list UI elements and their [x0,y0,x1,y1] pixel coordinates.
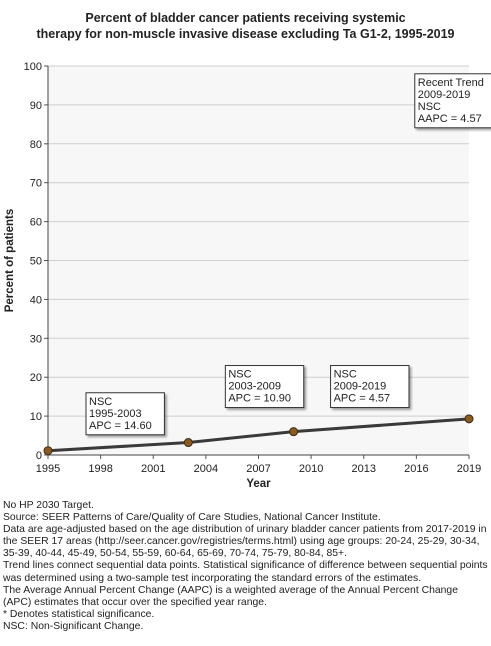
line-chart: 0 10 20 30 40 50 60 70 80 90 100 1995 1998 2001 2004 20… [4,61,491,490]
footnotes: No HP 2030 Target. Source: SEER Patterns… [3,500,489,633]
chart-title: Percent of bladder cancer patients recei… [0,10,491,42]
x-tick-label: 2010 [299,463,323,475]
annotation-text: 2003-2009 [228,381,281,393]
footnote-aapc: The Average Annual Percent Change (AAPC)… [3,584,458,608]
annotation-text: 1995-2003 [89,408,142,420]
y-tick-label: 50 [30,256,42,268]
annotation-text: AAPC = 4.57 [418,113,482,125]
y-tick-label: 30 [30,333,42,345]
footnote-age-adjustment: Data are age-adjusted based on the age d… [3,524,487,560]
y-tick-label: 60 [30,217,42,229]
annotation-text: NSC [228,369,251,381]
y-tick-label: 100 [24,61,42,73]
x-tick-label: 1998 [88,463,112,475]
data-point [43,446,53,456]
annotation-text: NSC [334,369,357,381]
y-tick-label: 90 [30,100,42,112]
footnote-significance: * Denotes statistical significance. [3,608,155,620]
data-point [464,414,474,424]
x-tick-label: 2016 [404,463,428,475]
y-tick-label: 70 [30,178,42,190]
y-tick-label: 20 [30,372,42,384]
x-tick-label: 2004 [194,463,218,475]
x-tick-label: 2007 [246,463,270,475]
annotation-text: 2009-2019 [418,89,471,101]
data-point [289,427,299,437]
footnote-target: No HP 2030 Target. [3,500,94,511]
annotation-text: APC = 14.60 [89,420,152,432]
x-tick-label: 2019 [457,463,481,475]
chart-title-line-1: Percent of bladder cancer patients recei… [85,11,406,25]
x-tick-label: 1995 [36,463,60,475]
annotation-box [85,392,165,436]
y-tick-label: 40 [30,294,42,306]
y-tick-label: 80 [30,139,42,151]
x-axis-label: Year [246,478,271,490]
annotation-text: 2009-2019 [334,381,387,393]
annotation-text: APC = 10.90 [228,393,291,405]
annotation-box [414,73,491,129]
y-axis-label: Percent of patients [4,209,16,313]
annotation-text: NSC [418,101,441,113]
y-tick-label: 0 [36,450,42,462]
chart-title-line-2: therapy for non-muscle invasive disease … [36,27,455,41]
annotation-text: Recent Trend [418,77,484,89]
footnote-trend-lines: Trend lines connect sequential data poin… [3,560,488,584]
annotation-box [330,365,410,409]
annotation-text: NSC [89,396,112,408]
footnote-nsc: NSC: Non-Significant Change. [3,620,144,632]
trend-line [47,417,470,453]
y-tick-label: 10 [30,411,42,423]
x-tick-label: 2013 [352,463,376,475]
data-point [183,438,193,448]
annotation-text: APC = 4.57 [334,393,391,405]
x-tick-label: 2001 [141,463,165,475]
footnote-source: Source: SEER Patterns of Care/Quality of… [3,512,381,524]
annotation-box [224,365,305,409]
